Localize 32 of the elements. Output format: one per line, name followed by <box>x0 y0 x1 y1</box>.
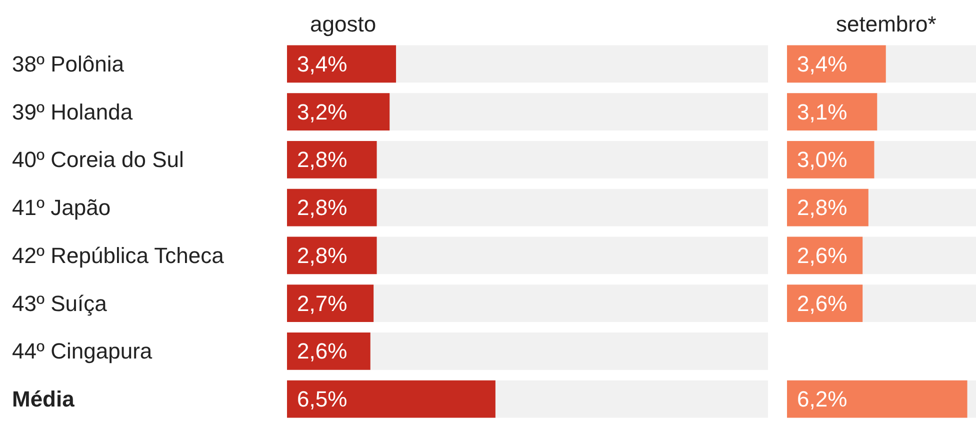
data-label: 6,5% <box>297 386 348 412</box>
data-label: 2,7% <box>297 290 348 316</box>
bar <box>287 332 370 370</box>
bar <box>287 45 396 83</box>
data-label: 2,8% <box>297 242 348 268</box>
y-tick-label: 38º Polônia <box>12 51 125 76</box>
bar <box>287 141 377 178</box>
chart-title: agosto <box>310 12 376 36</box>
data-label: 3,4% <box>297 51 348 76</box>
data-label: 3,0% <box>797 147 848 172</box>
data-label: 3,4% <box>797 51 848 76</box>
y-tick-label: 42º República Tcheca <box>12 242 225 268</box>
data-label: 2,6% <box>797 290 848 316</box>
bar <box>287 236 377 274</box>
y-tick-label: 41º Japão <box>12 195 111 220</box>
data-label: 3,1% <box>797 99 848 124</box>
chart-title: setembro* <box>836 12 937 36</box>
bar <box>287 188 377 226</box>
data-label: 2,8% <box>297 195 348 220</box>
data-label: 2,8% <box>797 195 848 220</box>
data-label: 2,8% <box>297 147 348 172</box>
bar <box>287 93 390 130</box>
data-label: 6,2% <box>797 386 848 412</box>
y-tick-label: Média <box>12 386 76 412</box>
y-tick-label: 40º Coreia do Sul <box>12 147 184 172</box>
y-tick-label: 39º Holanda <box>12 99 134 124</box>
data-label: 2,6% <box>797 242 848 268</box>
y-tick-label: 43º Suíça <box>12 290 108 316</box>
data-label: 2,6% <box>297 338 348 364</box>
y-tick-label: 44º Cingapura <box>12 338 153 364</box>
bar <box>287 284 374 322</box>
data-label: 3,2% <box>297 99 348 124</box>
